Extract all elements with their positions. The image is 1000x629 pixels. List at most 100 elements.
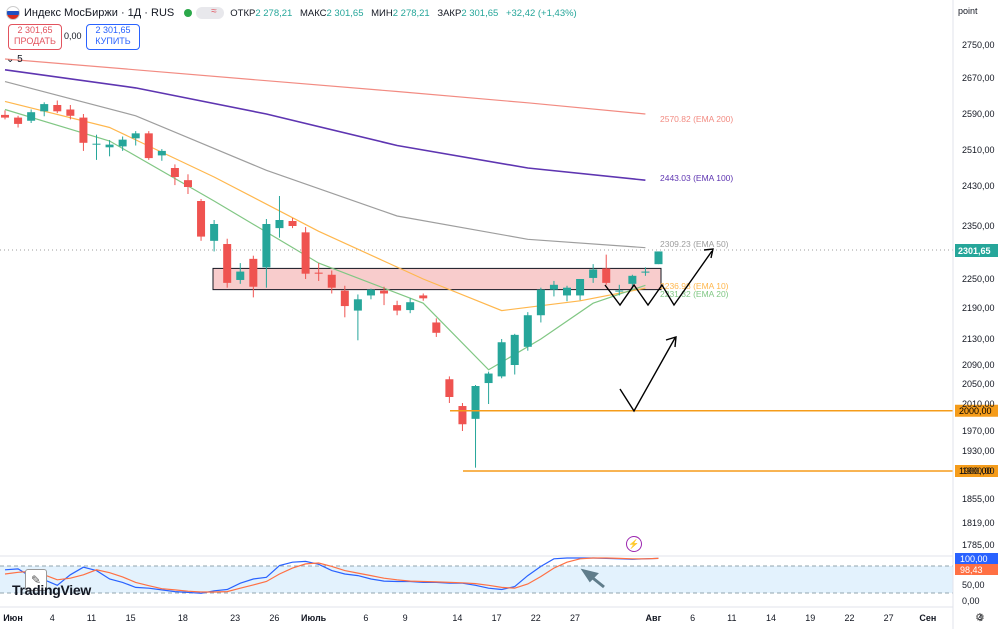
- candle-body: [393, 305, 402, 311]
- y-tick-label: 1785,00: [962, 540, 995, 550]
- candle-body: [144, 133, 153, 159]
- x-tick-label: 14: [766, 613, 776, 623]
- candle-body: [314, 272, 323, 274]
- candle-body: [275, 220, 284, 229]
- candle-body: [641, 271, 650, 273]
- candle-body: [484, 373, 493, 384]
- candle-body: [419, 295, 428, 299]
- x-tick-label: 19: [805, 613, 815, 623]
- symbol-title[interactable]: Индекс МосБиржи · 1Д · RUS: [24, 7, 175, 19]
- ema-lines: 2570.82 (EMA 200) 2443.03 (EMA 100) 2309.2…: [0, 58, 953, 371]
- level-badge: [955, 465, 998, 477]
- last-price-badge: [955, 244, 998, 257]
- ohlc-readout: ОТКР2 278,21 МАКС2 301,65 МИН2 278,21 ЗА…: [230, 8, 581, 19]
- candle-body: [210, 224, 219, 241]
- x-tick-label: 4: [50, 613, 55, 623]
- candle-body: [471, 386, 480, 419]
- x-tick-label: 27: [884, 613, 894, 623]
- ema-line-ema10: [4, 100, 646, 312]
- candle-body: [510, 334, 519, 365]
- x-tick-label: Авг: [646, 613, 662, 623]
- tradingview-logo: TradingView: [12, 582, 91, 598]
- ema-label: 2309.23 (EMA 50): [660, 239, 729, 249]
- candle-body: [66, 109, 75, 116]
- x-tick-label: Сен: [919, 613, 936, 623]
- x-tick-label: 9: [403, 613, 408, 623]
- candle-body: [223, 244, 232, 283]
- candle-body: [327, 274, 336, 288]
- settings-gear-icon[interactable]: ⚙: [975, 612, 985, 624]
- candles: [1, 100, 663, 468]
- annotation-arrow: [580, 568, 605, 589]
- ema-line-ema20: [4, 108, 646, 371]
- candle-body: [131, 133, 140, 139]
- candle-body: [497, 342, 506, 377]
- sell-button[interactable]: 2 301,65 ПРОДАТЬ: [8, 24, 62, 50]
- indicators-toggle[interactable]: ⌄ 5: [6, 54, 23, 65]
- y-tick-label: 2250,00: [962, 274, 995, 284]
- horizontal-levels: 2000,00 1900,00 2301,65: [450, 244, 998, 477]
- y-tick-label: 1855,00: [962, 494, 995, 504]
- candle-body: [366, 289, 375, 296]
- buy-button[interactable]: 2 301,65 КУПИТЬ: [86, 24, 140, 50]
- candle-body: [236, 271, 245, 280]
- candle-body: [157, 150, 166, 156]
- market-open-icon: [184, 9, 193, 17]
- candle-body: [14, 117, 23, 124]
- candle-body: [380, 290, 389, 294]
- candle-body: [249, 258, 258, 287]
- candle-body: [262, 224, 271, 268]
- candle-body: [288, 221, 297, 226]
- buy-label: КУПИТЬ: [95, 36, 131, 46]
- low-value: 2 278,21: [392, 7, 430, 19]
- x-tick-label: 6: [690, 613, 695, 623]
- x-tick-label: Июль: [301, 613, 327, 623]
- candle-body: [118, 139, 127, 147]
- x-tick-label: 11: [87, 613, 96, 623]
- compare-toggle[interactable]: ≈: [196, 6, 225, 19]
- candle-body: [92, 143, 101, 145]
- y-tick-label: 2090,00: [962, 360, 995, 370]
- y-tick-label: 2430,00: [962, 181, 995, 191]
- osc-badge-k: [955, 553, 998, 564]
- x-tick-label: 27: [570, 613, 580, 623]
- change-value: +32,42 (+1,43%): [505, 7, 577, 19]
- flash-icon[interactable]: ⚡: [626, 536, 642, 552]
- close-label: ЗАКР: [437, 7, 462, 19]
- level-badge: [955, 404, 998, 417]
- osc-d-line: [4, 557, 659, 593]
- y-tick-label: 2510,00: [962, 145, 995, 155]
- candle-body: [576, 279, 585, 296]
- x-tick-label: 22: [844, 613, 854, 623]
- osc-value-label: 100,00: [960, 554, 988, 564]
- scale-mode-label[interactable]: point: [958, 6, 978, 16]
- forecast-arrow: [604, 250, 713, 307]
- x-tick-label: 23: [230, 613, 240, 623]
- forecast-arrow: [665, 336, 677, 348]
- y-tick-label: 2010,00: [962, 399, 995, 409]
- open-value: 2 278,21: [255, 7, 293, 19]
- x-tick-label: 18: [178, 613, 188, 623]
- forecast-arrow: [703, 248, 714, 259]
- ema-label: 2231.32 (EMA 20): [660, 289, 729, 299]
- candle-body: [353, 299, 362, 311]
- candle-body: [340, 290, 349, 307]
- ema-label: 2443.03 (EMA 100): [660, 173, 733, 183]
- osc-value-label: 98,43: [960, 565, 983, 575]
- drawing-pencil-icon[interactable]: ✎: [25, 569, 47, 591]
- x-tick-label: 17: [492, 613, 502, 623]
- sell-label: ПРОДАТЬ: [14, 36, 56, 46]
- wave-icon: ≈: [211, 6, 217, 17]
- osc-tick-label: 50,00: [962, 580, 985, 590]
- candle-body: [197, 201, 206, 237]
- ema-label: 2570.82 (EMA 200): [660, 114, 733, 124]
- osc-k-line: [4, 557, 659, 594]
- x-tick-label: 6: [363, 613, 368, 623]
- price-axis: 2750,00 2670,00 2590,00 2510,00 2430,00 2350,…: [952, 0, 995, 629]
- candle-body: [549, 284, 558, 290]
- y-tick-label: 1900,00: [962, 466, 995, 476]
- y-tick-label: 1819,00: [962, 518, 995, 528]
- low-label: МИН: [371, 7, 393, 19]
